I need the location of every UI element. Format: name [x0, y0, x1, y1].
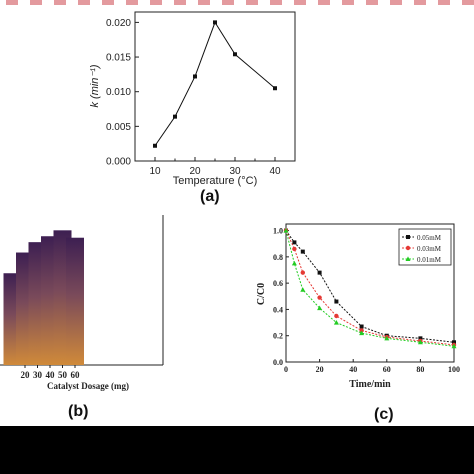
y-tick-label: 0.000: [106, 157, 131, 168]
border-dash: [78, 0, 90, 5]
y-tick-label: 0.005: [106, 122, 131, 133]
data-point: [273, 86, 277, 91]
data-point: [334, 313, 339, 319]
data-point: [405, 256, 411, 261]
plot-frame: [285, 223, 455, 363]
x-axis-label: Time/min: [349, 379, 391, 390]
data-point: [384, 335, 390, 341]
data-point: [291, 260, 297, 266]
data-point: [153, 143, 157, 148]
legend-label: 0.03mM: [417, 245, 442, 253]
y-tick-label: 0.0: [273, 358, 283, 367]
data-point: [193, 74, 197, 79]
border-dash: [150, 0, 162, 5]
border-dash: [438, 0, 450, 5]
data-point: [317, 270, 322, 275]
border-dash: [30, 0, 42, 5]
data-point: [418, 336, 423, 341]
legend-label: 0.05mM: [417, 234, 442, 242]
concentration-time-chart: 0.00.20.40.60.81.0 0 20 40 60 80 100 0.05mM0.…: [256, 223, 460, 390]
border-dash: [342, 0, 354, 5]
y-tick-label: 0.015: [106, 53, 131, 64]
y-tick-label: 0.2: [273, 332, 283, 341]
x-tick-label: 30: [229, 166, 241, 177]
border-dash: [54, 0, 66, 5]
data-point: [300, 287, 306, 292]
x-tick-label: 20: [316, 365, 324, 374]
border-dash: [294, 0, 306, 5]
data-point: [452, 340, 456, 345]
series-line: [285, 230, 455, 346]
legend-label: 0.01mM: [417, 256, 442, 264]
panel-label-a: (a): [200, 188, 220, 205]
data-point: [233, 52, 237, 57]
border-dash: [174, 0, 186, 5]
y-tick-label: 0.6: [273, 279, 283, 288]
data-point: [359, 328, 364, 333]
y-tick-label: 0.020: [106, 18, 131, 29]
bottom-black-band: [0, 426, 474, 474]
border-dash: [270, 0, 282, 5]
border-dash: [390, 0, 402, 5]
data-point: [283, 227, 289, 233]
x-tick-label: 100: [448, 365, 460, 374]
y-tick-label: 0.8: [273, 253, 283, 262]
x-tick-label: 60: [383, 365, 391, 374]
catalyst-dosage-chart: 20 30 40 50 60 Catalyst Dosage (mg): [0, 215, 164, 391]
x-axis-label: Catalyst Dosage (mg): [47, 381, 129, 391]
y-tick-label: 0.4: [273, 305, 283, 314]
x-tick-label: 40: [46, 370, 56, 380]
x-tick-label: 50: [58, 370, 68, 380]
data-point: [406, 235, 410, 239]
legend: 0.05mM 0.03mM 0.01mM: [398, 228, 452, 266]
x-tick-label: 60: [71, 370, 81, 380]
x-tick-label: 20: [189, 166, 201, 177]
data-point: [359, 324, 364, 329]
x-tick-label: 20: [21, 370, 31, 380]
border-dash: [222, 0, 234, 5]
border-dash: [198, 0, 210, 5]
data-point: [213, 20, 217, 25]
panel-label-c: (c): [374, 406, 394, 423]
data-point: [300, 249, 305, 254]
x-tick-label: 40: [269, 166, 281, 177]
x-tick-label: 30: [33, 370, 43, 380]
data-point: [300, 270, 305, 275]
border-dash: [318, 0, 330, 5]
bar: [66, 237, 84, 365]
data-point: [417, 339, 423, 345]
border-dash: [414, 0, 426, 5]
data-point: [451, 343, 457, 349]
data-point: [359, 330, 365, 336]
x-tick-label: 80: [416, 365, 424, 374]
y-tick-label: 0.010: [106, 87, 131, 98]
data-point: [292, 246, 297, 252]
border-dash: [366, 0, 378, 5]
data-point: [173, 114, 177, 119]
border-dash: [102, 0, 114, 5]
temperature-rate-chart: 0.000 0.005 0.010 0.015 0.020 10 20 30 40 Tempe…: [89, 11, 296, 187]
y-axis-label: k (min⁻¹): [89, 64, 101, 107]
y-axis-label: C/C0: [256, 283, 267, 305]
data-point: [317, 305, 323, 311]
panel-label-b: (b): [68, 403, 89, 420]
x-axis-label: Temperature (°C): [173, 175, 257, 187]
x-tick-label: 0: [284, 365, 288, 374]
series-line: [154, 21, 276, 147]
series-line: [285, 230, 455, 343]
x-tick-label: 10: [149, 166, 161, 177]
y-tick-label: 1.0: [273, 227, 283, 236]
border-dash: [462, 0, 474, 5]
data-point: [405, 245, 411, 251]
data-point: [334, 299, 339, 304]
data-point: [292, 240, 297, 245]
data-point: [317, 295, 322, 300]
x-tick-label: 40: [349, 365, 357, 374]
border-dash: [246, 0, 258, 5]
data-point: [333, 319, 339, 325]
border-dash: [6, 0, 18, 5]
plot-frame: [134, 11, 296, 162]
border-dash: [126, 0, 138, 5]
